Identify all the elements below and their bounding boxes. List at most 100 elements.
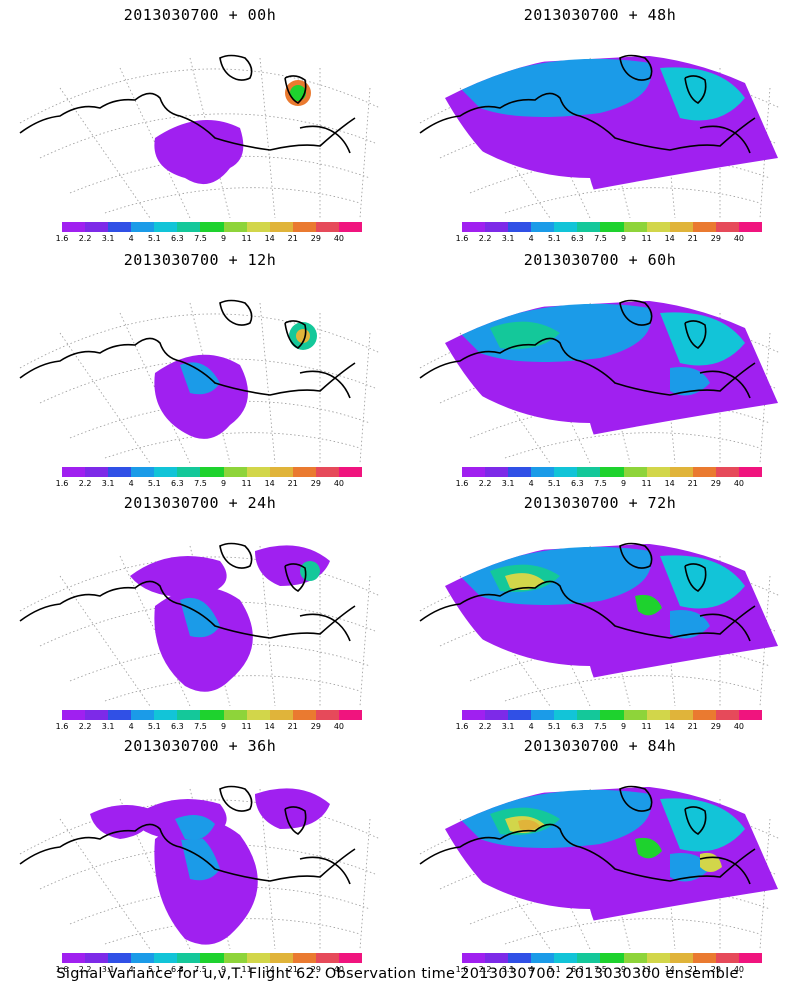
colorbar-tick-label: 5.1 xyxy=(547,234,561,243)
map-panel: 2013030700 + 72h 1.6 2.2 3.1 4 5.1 6.3 7.5 9 11 14… xyxy=(400,488,800,733)
colorbar-tick-label: 6.3 xyxy=(571,479,584,488)
colorbar-tick-label: 4 xyxy=(128,722,134,731)
colorbar-tick-label: 4 xyxy=(528,479,534,488)
colorbar-tick-label: 11 xyxy=(641,479,652,488)
colorbar-segment xyxy=(554,710,578,720)
variance-field xyxy=(445,298,778,444)
colorbar xyxy=(62,222,363,232)
colorbar xyxy=(462,467,763,477)
colorbar-tick-label: 6.3 xyxy=(171,722,184,731)
colorbar-tick-label: 6.3 xyxy=(171,234,184,243)
panel-title: 2013030700 + 60h xyxy=(523,251,677,269)
colorbar-segment xyxy=(577,222,601,232)
colorbar-segment xyxy=(108,953,132,963)
colorbar-tick-label: 40 xyxy=(733,722,745,731)
colorbar-segment xyxy=(577,467,601,477)
coastline xyxy=(19,785,356,885)
colorbar-tick-label: 5.1 xyxy=(147,965,161,974)
colorbar-segment xyxy=(62,953,86,963)
colorbar-segment xyxy=(508,710,532,720)
colorbar-tick-label: 7.5 xyxy=(594,479,607,488)
colorbar-tick-label: 40 xyxy=(733,965,745,974)
colorbar-segment xyxy=(715,222,739,232)
colorbar-tick-label: 9 xyxy=(620,965,627,974)
colorbar-tick-label: 4 xyxy=(128,479,134,488)
colorbar-segment xyxy=(508,467,532,477)
colorbar-segment xyxy=(531,467,555,477)
colorbar-segment xyxy=(315,467,339,477)
colorbar-segment xyxy=(223,467,247,477)
colorbar-segment xyxy=(715,467,739,477)
variance-field xyxy=(445,541,778,687)
colorbar-segment xyxy=(554,953,578,963)
colorbar-segment xyxy=(646,710,670,720)
colorbar-segment xyxy=(738,222,763,232)
colorbar-tick-label: 2.2 xyxy=(78,234,92,243)
variance-field xyxy=(154,322,317,439)
colorbar-segment xyxy=(623,953,647,963)
colorbar-segment xyxy=(692,710,716,720)
colorbar-tick-label: 1.6 xyxy=(55,965,69,974)
colorbar xyxy=(462,953,763,963)
colorbar-segment xyxy=(315,222,339,232)
colorbar-ticks: 1.6 2.2 3.1 4 5.1 6.3 7.5 9 11 14 21 29 40 xyxy=(456,479,762,489)
colorbar-segment xyxy=(692,953,716,963)
colorbar xyxy=(462,222,763,232)
forecast-map xyxy=(19,54,381,218)
panel-title: 2013030700 + 84h xyxy=(523,737,677,755)
colorbar-segment xyxy=(246,222,270,232)
colorbar-segment xyxy=(246,710,270,720)
colorbar-segment xyxy=(738,710,763,720)
colorbar-segment xyxy=(177,710,201,720)
colorbar-segment xyxy=(623,222,647,232)
variance-field xyxy=(445,53,778,199)
colorbar-tick-label: 14 xyxy=(264,965,275,974)
colorbar-tick-label: 9 xyxy=(220,479,227,488)
colorbar-segment xyxy=(108,467,132,477)
forecast-map xyxy=(19,542,381,706)
colorbar-segment xyxy=(85,953,109,963)
colorbar-tick-label: 3.1 xyxy=(501,234,515,243)
colorbar-segment xyxy=(131,710,155,720)
colorbar xyxy=(62,710,363,720)
colorbar-segment xyxy=(85,222,109,232)
colorbar-segment xyxy=(669,710,693,720)
colorbar-segment xyxy=(646,467,670,477)
colorbar-tick-label: 29 xyxy=(710,965,721,974)
colorbar-tick-label: 40 xyxy=(333,965,345,974)
colorbar-segment xyxy=(531,710,555,720)
colorbar-segment xyxy=(85,467,109,477)
colorbar xyxy=(462,710,763,720)
forecast-map xyxy=(419,784,781,949)
panel-title: 2013030700 + 00h xyxy=(123,6,277,24)
colorbar-tick-label: 7.5 xyxy=(594,965,607,974)
colorbar-segment xyxy=(462,222,486,232)
colorbar-tick-label: 9 xyxy=(220,722,227,731)
colorbar-segment xyxy=(462,710,486,720)
colorbar-segment xyxy=(577,953,601,963)
colorbar-tick-label: 1.6 xyxy=(455,965,469,974)
colorbar-tick-label: 21 xyxy=(287,234,298,243)
colorbar-tick-label: 5.1 xyxy=(547,479,561,488)
colorbar-segment xyxy=(200,710,224,720)
colorbar-tick-label: 21 xyxy=(287,965,298,974)
colorbar-segment xyxy=(154,710,178,720)
colorbar-tick-label: 40 xyxy=(333,479,345,488)
colorbar-tick-label: 2.2 xyxy=(78,722,92,731)
forecast-map xyxy=(19,785,381,949)
colorbar-ticks: 1.6 2.2 3.1 4 5.1 6.3 7.5 9 11 14 21 29 40 xyxy=(456,722,762,732)
colorbar-tick-label: 4 xyxy=(528,722,534,731)
colorbar-tick-label: 29 xyxy=(710,234,721,243)
colorbar-ticks: 1.6 2.2 3.1 4 5.1 6.3 7.5 9 11 14 21 29 40 xyxy=(56,234,362,244)
colorbar-segment xyxy=(269,953,293,963)
colorbar-segment xyxy=(292,467,316,477)
colorbar-segment xyxy=(738,953,763,963)
colorbar-segment xyxy=(462,953,486,963)
colorbar-segment xyxy=(646,222,670,232)
colorbar-segment xyxy=(669,222,693,232)
colorbar-segment xyxy=(131,222,155,232)
colorbar-tick-label: 14 xyxy=(664,965,675,974)
coastline xyxy=(19,299,356,399)
colorbar-segment xyxy=(269,710,293,720)
colorbar-segment xyxy=(554,467,578,477)
